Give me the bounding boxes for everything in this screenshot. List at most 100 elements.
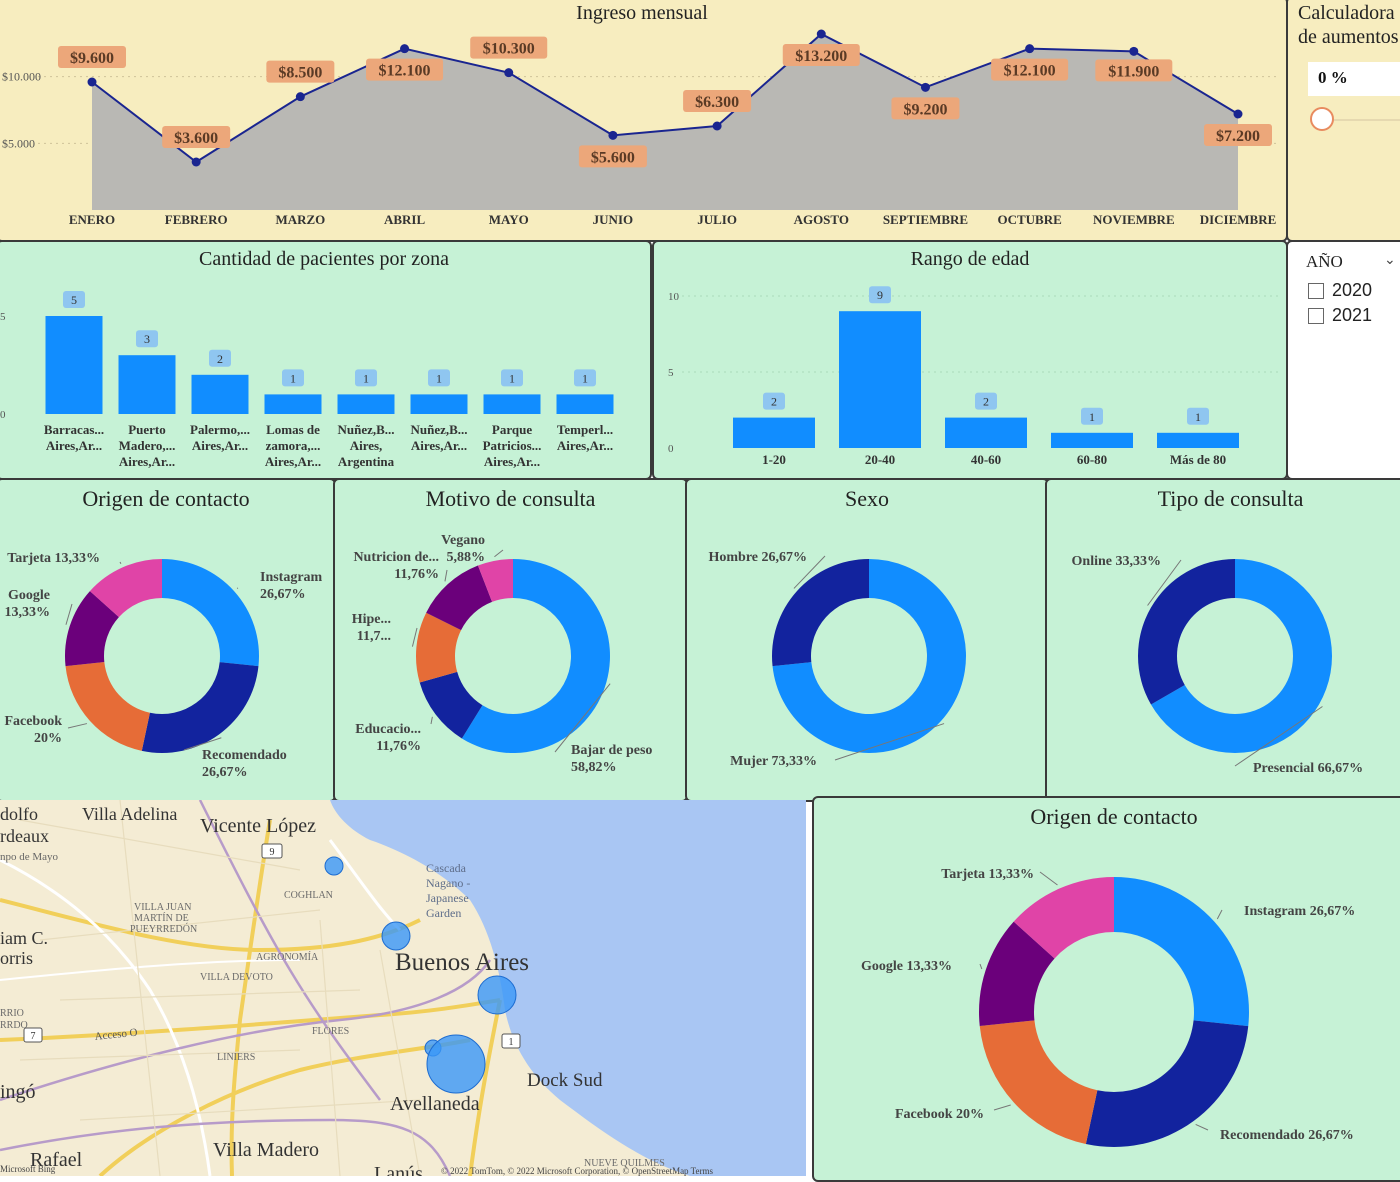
year-slicer: AÑO ⌄ 2020 2021 (1286, 240, 1400, 480)
bar (411, 394, 468, 414)
donut-leader-line (994, 1105, 1011, 1110)
donut-label: Hombre 26,67% (708, 550, 807, 565)
bar-category-label: Nuñez,B... (410, 422, 467, 437)
bar-value-label: 1 (363, 371, 369, 385)
road-shield-label: 1 (509, 1037, 514, 1048)
bar-category-label: Barracas... (44, 422, 104, 437)
income-category-label: NOVIEMBRE (1093, 212, 1175, 227)
place-label: FLORES (312, 1026, 349, 1037)
origin2-panel: Origen de contacto Instagram 26,67%Recom… (812, 796, 1400, 1182)
place-label: PUEYRREDÓN (130, 923, 197, 935)
place-label: COGHLAN (284, 890, 333, 901)
checkbox[interactable] (1308, 283, 1324, 299)
donut-label: 5,88% (447, 550, 486, 565)
bar (338, 394, 395, 414)
motivo-donut-chart[interactable]: Bajar de peso58,82%Educacio...11,76%Hipe… (335, 480, 688, 802)
donut-label: Tarjeta 13,33% (7, 551, 100, 566)
calc-title-line1: Calculadora (1298, 2, 1395, 25)
bar-value-label: 9 (877, 288, 883, 302)
donut-label: Instagram 26,67% (1244, 904, 1355, 919)
donut-slice (142, 662, 259, 753)
calc-value: 0 % (1318, 68, 1348, 87)
bar-category-label: Patricios... (483, 438, 542, 453)
road (330, 840, 400, 930)
place-label: ingó (0, 1081, 36, 1103)
bar-value-label: 1 (582, 371, 588, 385)
donut-label: Online 33,33% (1072, 554, 1161, 569)
bar (46, 316, 103, 414)
origin2-donut-chart[interactable]: Instagram 26,67%Recomendado 26,67%Facebo… (814, 798, 1400, 1182)
tipo-donut-chart[interactable]: Presencial 66,67%Online 33,33% (1047, 480, 1400, 802)
calc-slider-handle[interactable] (1310, 107, 1334, 131)
bar (1051, 433, 1133, 448)
road (0, 900, 420, 950)
place-label: Nagano - (426, 876, 470, 890)
donut-label: Mujer 73,33% (730, 754, 817, 769)
donut-leader-line (1040, 872, 1057, 885)
income-category-label: MARZO (275, 212, 325, 227)
income-point (921, 83, 930, 92)
origin-donut-chart[interactable]: Instagram26,67%Recomendado26,67%Facebook… (0, 480, 336, 802)
calc-title-line2: de aumentos (1298, 26, 1399, 49)
income-chart[interactable]: $5.000$10.000$9.600ENERO$3.600FEBRERO$8.… (0, 0, 1288, 242)
income-point (713, 122, 722, 131)
donut-leader-line (412, 628, 417, 647)
place-label: Villa Madero (213, 1139, 319, 1161)
zones-chart[interactable]: 505Barracas...Aires,Ar...3PuertoMadero,.… (0, 242, 652, 480)
y-tick-label: 0 (668, 443, 674, 455)
year-option-2020[interactable]: 2020 (1308, 280, 1372, 301)
income-category-label: AGOSTO (794, 212, 849, 227)
calc-value-input[interactable]: 0 % (1308, 62, 1400, 96)
donut-label: Instagram (260, 570, 323, 585)
place-label: VILLA JUAN (134, 902, 192, 913)
bar-value-label: 1 (290, 371, 296, 385)
income-category-label: ABRIL (384, 212, 426, 227)
donut-label: 58,82% (571, 760, 617, 775)
map-panel[interactable]: Villa Adelina Vicente López dolfo rdeaux… (0, 800, 806, 1176)
donut-label: Vegano (441, 533, 485, 548)
river-water (330, 800, 806, 1176)
bar-value-label: 1 (1195, 410, 1201, 424)
map[interactable]: Villa Adelina Vicente López dolfo rdeaux… (0, 800, 806, 1176)
donut-label: 11,76% (376, 739, 421, 754)
donut-label: 26,67% (260, 587, 306, 602)
donut-label: 13,33% (5, 605, 51, 620)
donut-label: Hipe... (352, 612, 391, 627)
bar-value-label: 1 (436, 371, 442, 385)
bar-value-label: 5 (71, 293, 77, 307)
donut-leader-line (120, 562, 121, 564)
chevron-down-icon[interactable]: ⌄ (1384, 252, 1396, 268)
bar (119, 355, 176, 414)
bar-category-label: Lomas de (266, 422, 320, 437)
year-option-2021[interactable]: 2021 (1308, 305, 1372, 326)
place-label: dolfo (0, 804, 38, 824)
donut-leader-line (1196, 1124, 1208, 1130)
calc-slider-track[interactable] (1328, 119, 1400, 121)
income-point (88, 78, 97, 87)
donut-slice (980, 1020, 1098, 1144)
donut-slice (66, 662, 150, 751)
income-data-label: $12.100 (379, 63, 431, 80)
bar-category-label: zamora,... (266, 438, 321, 453)
income-point (504, 68, 513, 77)
bar-category-label: Aires,Ar... (265, 454, 321, 469)
bar (1157, 433, 1239, 448)
sexo-donut-chart[interactable]: Mujer 73,33% Hombre 26,67% (687, 480, 1049, 802)
bar (265, 394, 322, 414)
map-bubble (325, 857, 343, 875)
bar (839, 311, 921, 448)
donut-slice (1138, 559, 1235, 704)
donut-label: Recomendado 26,67% (1220, 1128, 1354, 1143)
income-data-label: $3.600 (174, 130, 218, 147)
donut-label: Google 13,33% (861, 959, 952, 974)
bar-value-label: 2 (217, 352, 223, 366)
checkbox[interactable] (1308, 308, 1324, 324)
place-label: iam C. (0, 928, 48, 948)
bar-category-label: 20-40 (865, 452, 895, 467)
donut-label: 11,7... (357, 629, 391, 644)
income-point (296, 92, 305, 101)
income-data-label: $6.300 (695, 94, 739, 111)
bar-category-label: 1-20 (762, 452, 786, 467)
